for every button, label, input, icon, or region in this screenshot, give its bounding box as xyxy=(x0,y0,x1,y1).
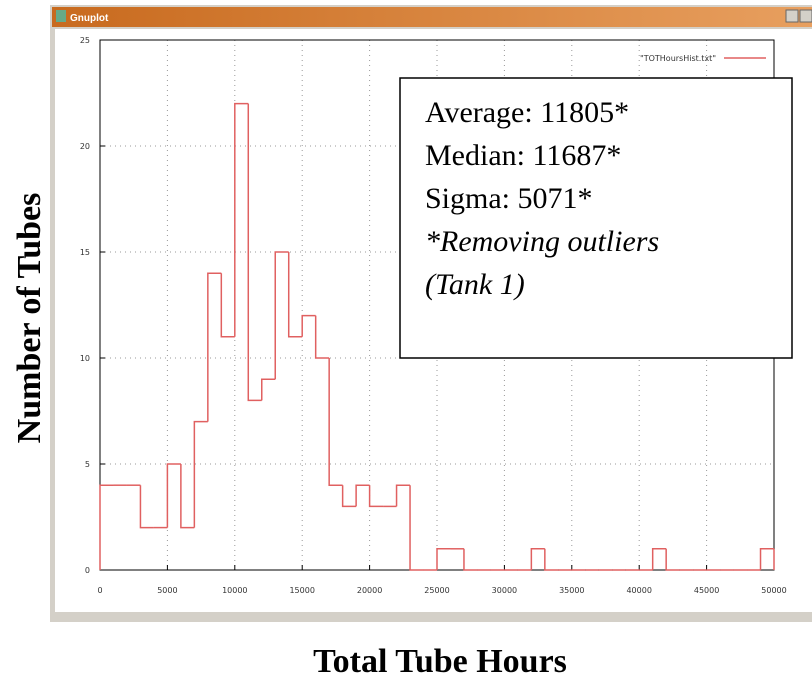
x-tick-label: 15000 xyxy=(289,586,314,595)
histogram-step xyxy=(409,485,424,571)
histogram-step xyxy=(180,464,195,529)
histogram-step xyxy=(395,484,411,507)
window-button[interactable] xyxy=(799,9,812,23)
title-bar xyxy=(52,7,812,27)
histogram-step xyxy=(544,548,559,571)
histogram-step xyxy=(665,548,680,571)
histogram-step xyxy=(220,273,235,338)
y-tick-label: 25 xyxy=(80,36,90,45)
histogram-step xyxy=(759,548,774,570)
y-tick-label: 5 xyxy=(85,460,90,469)
histogram-step xyxy=(436,548,451,570)
annotation-line: (Tank 1) xyxy=(425,268,525,301)
histogram-step xyxy=(328,358,343,486)
histogram-step xyxy=(530,548,545,570)
y-tick-label: 0 xyxy=(85,566,90,575)
x-tick-label: 5000 xyxy=(157,586,177,595)
window-icon xyxy=(56,10,66,22)
annotation-box xyxy=(399,77,793,359)
y-tick-label: 20 xyxy=(80,142,90,151)
histogram-step xyxy=(247,103,262,402)
annotation-line: Sigma: 5071* xyxy=(425,182,593,215)
x-tick-label: 40000 xyxy=(626,586,651,595)
histogram-step xyxy=(368,485,384,508)
histogram-step xyxy=(314,315,330,359)
histogram-step xyxy=(355,484,370,507)
histogram-step xyxy=(341,485,357,508)
annotation-line: Average: 11805* xyxy=(425,96,629,129)
y-tick-label: 10 xyxy=(80,354,90,363)
histogram-step xyxy=(651,548,667,570)
y-tick-label: 15 xyxy=(80,248,90,257)
x-tick-label: 10000 xyxy=(222,586,247,595)
histogram-step xyxy=(261,378,276,401)
window-title: Gnuplot xyxy=(70,13,109,24)
y-axis-label: Number of Tubes xyxy=(11,193,48,444)
annotation-line: *Removing outliers xyxy=(425,225,659,258)
histogram-step xyxy=(463,548,478,571)
x-axis-label: Total Tube Hours xyxy=(313,643,567,680)
x-tick-label: 0 xyxy=(97,586,102,595)
x-tick-label: 35000 xyxy=(559,586,584,595)
histogram-step xyxy=(274,251,289,380)
legend-label: "TOTHoursHist.txt" xyxy=(640,54,716,63)
histogram-step xyxy=(207,272,222,422)
histogram-step xyxy=(166,463,181,528)
histogram-step xyxy=(99,484,114,570)
histogram-step xyxy=(234,102,249,337)
histogram-step xyxy=(301,314,316,337)
annotation-line: Median: 11687* xyxy=(425,139,621,172)
window-button[interactable] xyxy=(785,9,799,23)
histogram-step xyxy=(193,420,208,528)
x-tick-label: 50000 xyxy=(761,586,786,595)
x-tick-label: 25000 xyxy=(424,586,449,595)
histogram-step xyxy=(287,252,303,338)
histogram-step xyxy=(139,485,154,529)
x-tick-label: 20000 xyxy=(357,586,382,595)
x-tick-label: 45000 xyxy=(694,586,719,595)
x-tick-label: 30000 xyxy=(492,586,517,595)
